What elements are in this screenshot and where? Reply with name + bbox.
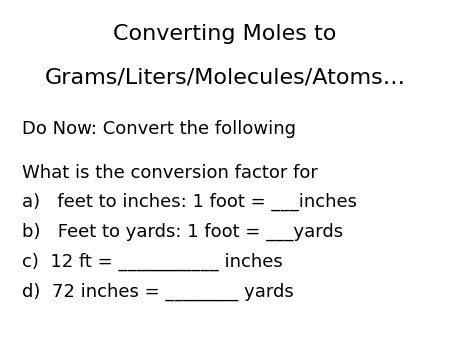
Text: Grams/Liters/Molecules/Atoms…: Grams/Liters/Molecules/Atoms…	[45, 68, 405, 88]
Text: Do Now: Convert the following: Do Now: Convert the following	[22, 120, 297, 138]
Text: What is the conversion factor for: What is the conversion factor for	[22, 164, 319, 182]
Text: b)   Feet to yards: 1 foot = ___yards: b) Feet to yards: 1 foot = ___yards	[22, 223, 344, 241]
Text: a)   feet to inches: 1 foot = ___inches: a) feet to inches: 1 foot = ___inches	[22, 193, 357, 211]
Text: d)  72 inches = ________ yards: d) 72 inches = ________ yards	[22, 283, 294, 301]
Text: Converting Moles to: Converting Moles to	[113, 24, 337, 44]
Text: c)  12 ft = ___________ inches: c) 12 ft = ___________ inches	[22, 253, 283, 271]
